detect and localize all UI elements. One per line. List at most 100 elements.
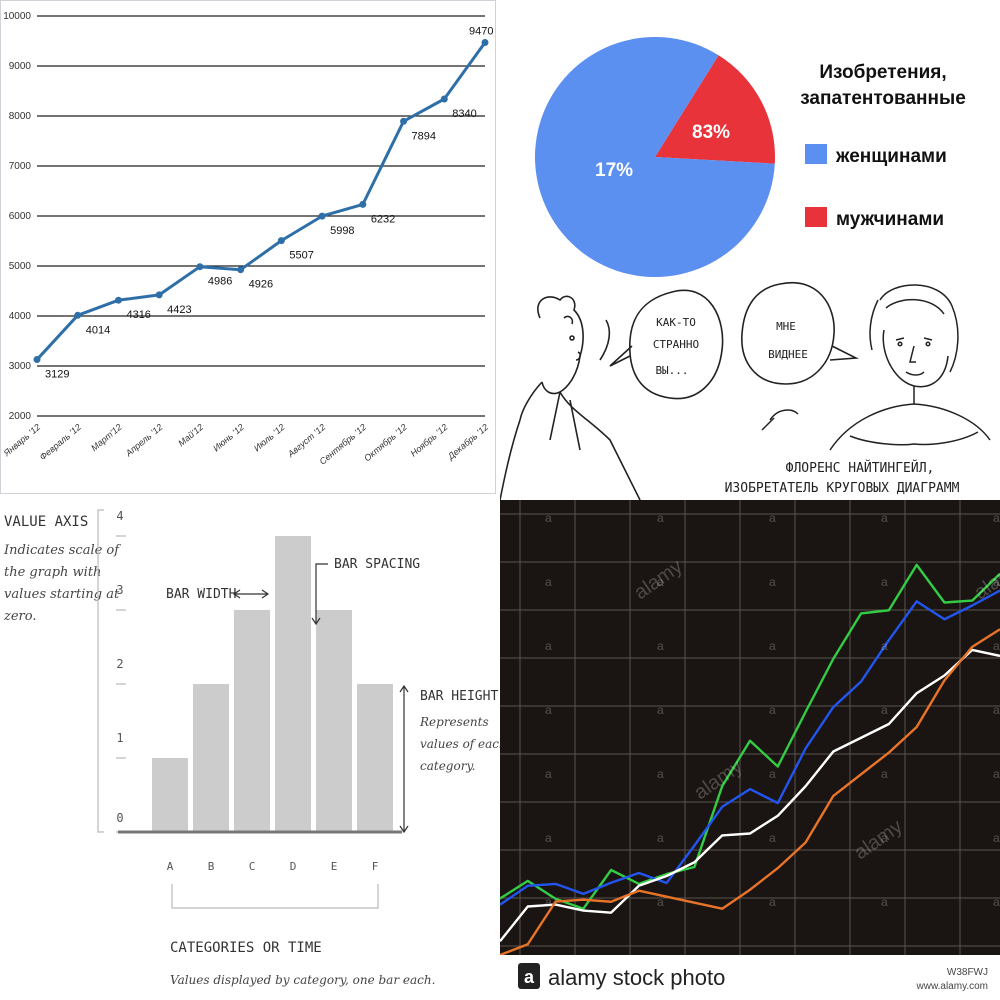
bar-chart-anatomy: VALUE AXIS Indicates scale of the graph … xyxy=(3,509,500,987)
data-label: 4926 xyxy=(249,279,273,291)
watermark-mark: a xyxy=(769,703,776,717)
watermark-mark: a xyxy=(881,575,888,589)
watermark-mark: a xyxy=(545,575,552,589)
pie-title-line2: запатентованные xyxy=(800,88,966,109)
bar xyxy=(152,758,188,832)
watermark-mark: a xyxy=(657,639,664,653)
watermark-mark: a xyxy=(657,767,664,781)
watermark-mark: a xyxy=(769,831,776,845)
x-tick-label: A xyxy=(167,860,174,873)
watermark-mark: a xyxy=(657,895,664,909)
cartoon-caption-line2: ИЗОБРЕТАТЕЛЬ КРУГОВЫХ ДИАГРАММ xyxy=(725,481,960,496)
x-tick-label: C xyxy=(249,860,256,873)
woman-bubble-line2: ВИДНЕЕ xyxy=(768,348,808,361)
series-line xyxy=(500,589,1000,906)
stock-photo-line-chart: alamyalamyalamyalamyaaaaaaaaaaaaaaaaaaaa… xyxy=(500,500,1000,1000)
legend-swatch-women xyxy=(805,144,827,164)
value-axis-desc-line1: Indicates scale of xyxy=(3,543,121,558)
y-tick-label: 8000 xyxy=(9,111,32,122)
watermark-mark: a xyxy=(769,639,776,653)
pie-label-men: 83% xyxy=(692,122,730,143)
watermark-mark: a xyxy=(657,703,664,717)
value-axis-bracket xyxy=(97,509,104,833)
x-tick-label: B xyxy=(208,860,215,873)
pie-slice-women xyxy=(535,36,775,278)
categories-bracket xyxy=(171,884,379,909)
data-point xyxy=(155,291,163,299)
data-label: 3129 xyxy=(45,369,69,381)
data-label: 4014 xyxy=(86,324,110,336)
watermark-mark: a xyxy=(881,831,888,845)
data-point xyxy=(114,296,122,304)
legend-label-men: мужчинами xyxy=(836,209,944,230)
alamy-logo-icon: a xyxy=(524,967,535,987)
watermark-mark: a xyxy=(657,831,664,845)
y-tick-label: 3 xyxy=(116,583,123,597)
y-tick-label: 2000 xyxy=(9,411,32,422)
bar xyxy=(316,610,352,832)
watermark-mark: a xyxy=(769,767,776,781)
categories-desc: Values displayed by category, one bar ea… xyxy=(170,973,435,987)
data-point xyxy=(74,311,82,319)
data-point xyxy=(277,237,285,245)
watermark-mark: a xyxy=(993,703,1000,717)
y-tick-label: 4000 xyxy=(9,311,32,322)
data-label: 7894 xyxy=(412,130,436,142)
data-label: 8340 xyxy=(452,108,476,120)
bar-height-desc-line3: category. xyxy=(420,759,475,773)
pie-label-women: 17% xyxy=(595,160,633,181)
watermark-mark: a xyxy=(881,639,888,653)
bar xyxy=(357,684,393,832)
data-label: 4423 xyxy=(167,304,191,316)
data-label: 5998 xyxy=(330,225,354,237)
watermark-mark: a xyxy=(881,767,888,781)
series-line xyxy=(500,648,1000,942)
pie-chart-panel: 17% 83% Изобретения, запатентованные жен… xyxy=(500,0,1000,500)
watermark-mark: a xyxy=(881,895,888,909)
watermark-mark: a xyxy=(993,575,1000,589)
cartoon-man-illustration xyxy=(500,295,641,500)
watermark-mark: a xyxy=(769,511,776,525)
series-line xyxy=(500,628,1000,957)
data-point xyxy=(359,200,367,208)
watermark-mark: a xyxy=(545,639,552,653)
monthly-line-chart-panel: 2000 3000 4000 5000 6000 7000 8000 9000 10000 Ян… xyxy=(0,0,500,500)
bar xyxy=(193,684,229,832)
bar-height-arrow xyxy=(399,684,409,834)
data-point xyxy=(440,95,448,103)
watermark-mark: a xyxy=(769,575,776,589)
bar-height-desc-line1: Represents xyxy=(419,715,489,729)
y-tick-label: 7000 xyxy=(9,161,32,172)
watermark-mark: a xyxy=(993,511,1000,525)
y-tick-label: 3000 xyxy=(9,361,32,372)
man-bubble-line2: СТРАННО xyxy=(653,338,699,351)
y-tick-label: 2 xyxy=(116,657,123,671)
legend-label-women: женщинами xyxy=(835,146,947,167)
man-bubble-line1: КАК-ТО xyxy=(656,316,696,329)
bar-chart-anatomy-panel: VALUE AXIS Indicates scale of the graph … xyxy=(0,500,500,1000)
x-tick-label: E xyxy=(331,860,338,873)
x-tick-label: F xyxy=(372,860,379,873)
watermark-mark: a xyxy=(881,511,888,525)
cartoon-woman-illustration xyxy=(761,284,991,451)
value-axis-desc-line4: zero. xyxy=(3,609,37,624)
series-line xyxy=(500,563,1000,910)
data-point xyxy=(400,117,408,125)
watermark-mark: a xyxy=(881,703,888,717)
pie-chart: 17% 83% Изобретения, запатентованные жен… xyxy=(500,36,991,500)
cartoon-caption-line1: ФЛОРЕНС НАЙТИНГЕЙЛ, xyxy=(786,460,935,476)
legend-swatch-men xyxy=(805,207,827,227)
data-label: 5507 xyxy=(289,250,313,262)
data-point xyxy=(237,266,245,274)
bar-height-label: BAR HEIGHT xyxy=(420,689,498,704)
stock-site-url: www.alamy.com xyxy=(916,981,989,992)
bar xyxy=(234,610,270,832)
bar xyxy=(275,536,311,832)
stock-image-id: W38FWJ xyxy=(947,967,988,978)
bar-spacing-arrow xyxy=(311,563,328,626)
stock-photo-line-chart-panel: alamy alamy alamy alamy a a a a a a a a a a a a a a a a a a a a… xyxy=(500,500,1000,1000)
man-bubble-line3: ВЫ... xyxy=(655,364,688,377)
watermark-mark: a xyxy=(545,895,552,909)
y-tick-label: 6000 xyxy=(9,211,32,222)
